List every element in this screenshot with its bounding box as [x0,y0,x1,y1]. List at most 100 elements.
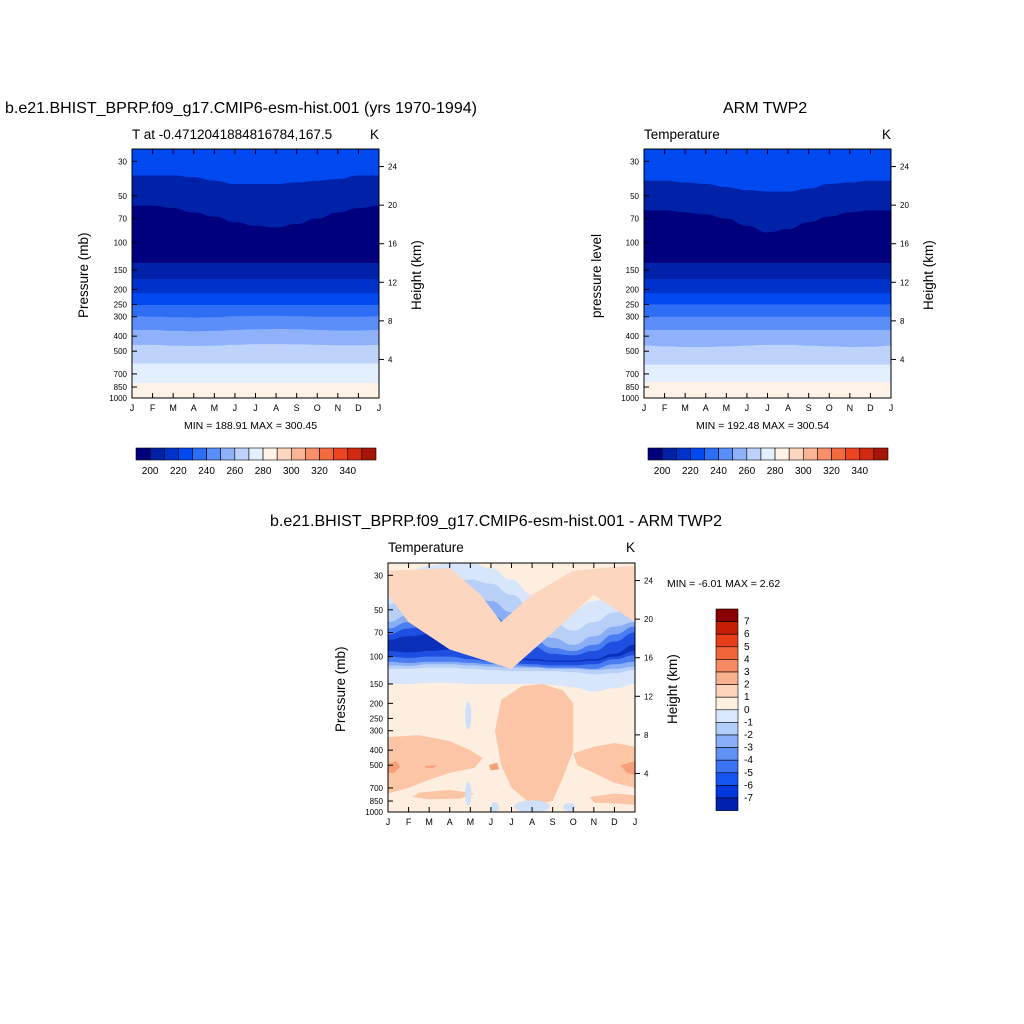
panel2-colorbar-box [817,447,832,461]
panel1-colorbar-box [135,447,151,461]
panel1-axes: J F M A M J J A S O N D J 30 50 70 100 150 200 250 300 400 500… [109,148,397,413]
panel3-xtick-label: A [447,817,453,827]
panel3-colorbar-box [715,759,739,774]
panel1-colorbar-label: 320 [311,466,328,477]
panel2-xtick-label: J [889,403,894,413]
panel3-title: b.e21.BHIST_BPRP.f09_g17.CMIP6-esm-hist.… [270,513,723,530]
panel3-ytick-label: 400 [370,746,384,755]
panel1-xtick-label: S [294,403,300,413]
panel1-ytick-label: 850 [114,383,128,392]
panel1-colorbar-label: 200 [142,466,159,477]
panel3-ytick-label: 500 [370,761,384,770]
panel2-colorbar-label: 220 [682,466,699,477]
panel1-colorbar-box [319,447,334,461]
panel3-units-label: K [626,540,636,555]
panel3-xtick-label: J [633,817,638,827]
panel2-ytick-label: 70 [630,214,639,223]
panel1-colorbar-label: 300 [283,466,300,477]
diff-pos-region-4 [412,789,475,800]
panel3-colorbar-label: -7 [744,793,753,804]
panel3-colorbar-label: -2 [744,730,753,741]
panel2-colorbar-box [774,447,790,461]
diff-pos-region-5 [589,793,635,805]
panel2-colorbar-box [690,447,705,461]
panel1-xtick-label: J [253,403,258,413]
panel2-ytick-label: 150 [626,266,640,275]
panel3-colorbar-label: 2 [744,680,750,691]
panel2-colorbar-box [746,447,762,461]
diff-neg-spot-3 [563,803,576,812]
panel1-colorbar-label: 340 [339,466,356,477]
panel2-title: ARM TWP2 [723,100,808,117]
panel2-colorbar-box [802,447,818,461]
panel3-ytick-label: 1000 [365,808,383,817]
panel3-ytick-label: 300 [370,727,384,736]
panel2-xtick-label: N [847,403,854,413]
panel1-htick-label: 20 [388,201,397,210]
diff-pos-region-0 [388,565,635,669]
panel3-colorbar-label: 6 [744,629,750,640]
diff-neg-spot-0 [465,701,472,730]
panel1-xtick-label: J [233,403,238,413]
panel1-htick-label: 24 [388,163,397,172]
panel2-colorbar-box [732,447,748,461]
panel3-htick-label: 8 [644,731,649,740]
panel2-xtick-label: F [662,403,668,413]
panel3-xtick-label: J [509,817,514,827]
panel1-colorbar-box [305,447,320,461]
panel1-xtick-label: N [335,403,342,413]
panel1-ytick-label: 700 [114,370,128,379]
panel1-colorbar-box [347,447,363,461]
diff-neg-spot-4 [491,802,500,812]
panel2-htick-label: 12 [900,278,909,287]
panel1-ytick-label: 250 [114,300,128,309]
panel3-colorbar-box [715,797,739,811]
panel1-xtick-label: A [191,403,197,413]
panel1-variable-label: T at -0.47120418848167​84,167.5 [132,127,333,142]
panel2-ytick-label: 1000 [621,394,639,403]
panel3-colorbar-label: 1 [744,692,750,703]
panel3-colorbar-box [715,621,739,635]
panel2-xtick-label: J [765,403,770,413]
panel2-xtick-label: S [806,403,812,413]
panel2-band-0 [644,149,891,192]
panel2-colorbar-label: 240 [710,466,727,477]
panel1-xtick-label: J [130,403,135,413]
panel2-ytick-label: 700 [626,370,640,379]
panel2-colorbar-box [647,447,663,461]
panel2-xtick-label: J [745,403,750,413]
panel1-htick-label: 8 [388,317,393,326]
panel2-htick-label: 4 [900,355,905,364]
panel2-colorbar: 200 220 240 260 280 300 320 340 [647,447,889,477]
panel2-colorbar-label: 320 [823,466,840,477]
panel3-xtick-label: O [570,817,577,827]
panel3-xtick-label: D [611,817,618,827]
panel3-ytick-label: 100 [370,653,384,662]
panel1-ytick-label: 1000 [109,394,127,403]
panel2-ytick-label: 250 [626,300,640,309]
panel2-colorbar-box [760,447,776,461]
panel3-ytick-label: 30 [374,571,383,580]
diff-pos-region-7 [620,761,635,776]
panel1-xtick-label: M [169,403,177,413]
panel3-colorbar-box [715,772,739,786]
panel1-htick-label: 16 [388,240,397,249]
panel1-xtick-label: M [211,403,219,413]
panel2-ytick-label: 850 [626,383,640,392]
panel2-colorbar-box [873,447,889,461]
panel1-colorbar-box [290,447,306,461]
panel2-htick-label: 20 [900,201,909,210]
panel2-units-label: K [882,127,892,142]
panel3-colorbar-box [715,633,739,648]
panel1-xtick-label: A [273,403,279,413]
panel1-xtick-label: D [355,403,362,413]
panel3-colorbar-box [715,646,739,660]
panel3-ytick-label: 250 [370,714,384,723]
panel1-minmax: MIN = 188.91 MAX = 300.45 [184,420,318,432]
panel1-band-0 [132,149,379,185]
panel3-colorbar-box [715,671,739,685]
panel1-colorbar-label: 280 [255,466,272,477]
panel2-colorbar-box [661,447,677,461]
panel2-minmax: MIN = 192.48 MAX = 300.54 [696,420,830,432]
panel2-colorbar-box [788,447,804,461]
